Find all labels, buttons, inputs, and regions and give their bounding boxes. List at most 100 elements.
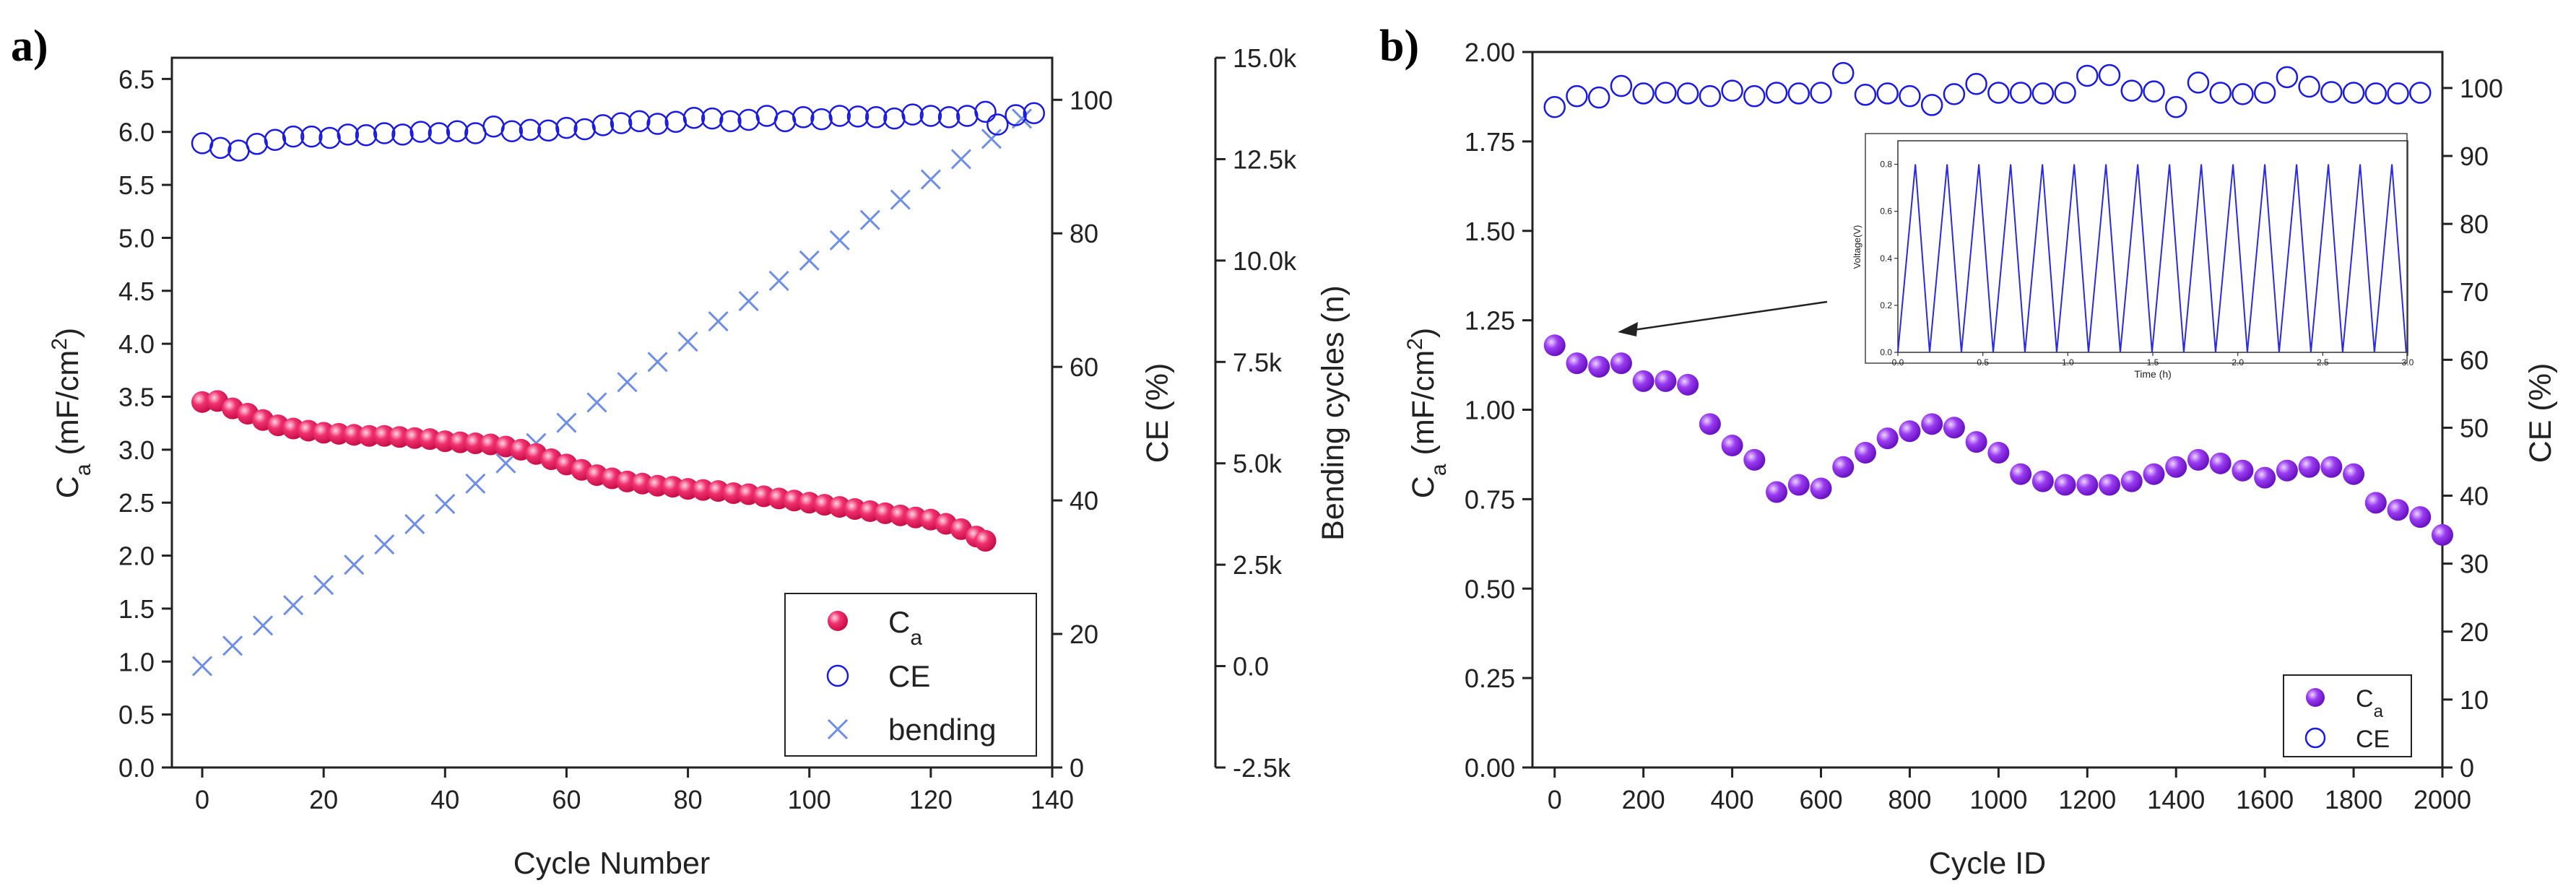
ce-point [1587,86,1610,109]
ca-point [1921,413,1943,435]
ce-point [355,124,378,147]
x-tick-label: 40 [430,785,459,814]
ce-point [610,112,633,134]
bending-point [374,534,395,555]
bending-point [708,311,729,332]
ca-point [2054,474,2076,496]
ca-point [974,530,997,552]
ce-point [864,106,888,129]
panel-b-ca-series [1543,334,2453,546]
bending-point [586,392,607,413]
ce-point [300,125,323,148]
arrow-head [1618,322,1638,336]
ca-point [1943,417,1965,439]
inset-y-tick-label: 0.4 [1880,253,1892,264]
y2-tick-label: 100 [2460,74,2503,103]
bending-point [404,513,425,535]
ce-point [318,126,341,149]
y3-tick-label: 7.5k [1233,347,1283,377]
ce-point [246,133,268,155]
ca-point [1965,431,1987,453]
x-tick-label: 1400 [2147,785,2205,814]
panel-a-legend-ca-marker [828,611,848,631]
ca-point [1987,441,2010,464]
ce-point [2164,95,2187,118]
y2-tick-label: 70 [2460,277,2489,307]
y2-tick-label: 60 [2460,345,2489,375]
ce-point [701,107,724,130]
panel-a-bending-series [191,108,1033,677]
ce-point [209,136,232,160]
ca-point [1899,420,1921,443]
panel-b-y-axis-title: Ca (mF/cm2) [1403,328,1451,498]
ca-point [1810,477,1832,500]
x-tick-label: 800 [1888,785,1931,814]
y2-tick-label: 10 [2460,685,2489,715]
bending-point [222,635,243,656]
ce-point [500,120,524,142]
bending-point [950,149,971,170]
ca-point [2209,452,2232,474]
ce-point [2409,82,2432,104]
ce-point [846,105,869,128]
inset-y-axis-title: Voltage(V) [1852,225,1862,269]
ce-point [464,122,487,144]
ca-point [2232,459,2254,482]
ca-point [2409,506,2432,529]
y2-tick-label: 60 [1070,352,1098,382]
inset-x-axis-title: Time (h) [2134,368,2172,380]
ca-point [2320,456,2343,478]
ce-point [773,110,797,133]
x-tick-label: 1600 [2236,785,2294,814]
x-tick-label: 1000 [1969,785,2027,814]
inset-x-tick-label: 0.0 [1892,357,1904,367]
ce-point [2187,71,2210,94]
ce-point [1943,83,1966,105]
y2-tick-label: 20 [2460,617,2489,647]
ca-point [1876,427,1899,450]
ca-point [2099,474,2121,496]
ca-point [2254,466,2276,489]
y-tick-label: 1.00 [1465,396,1515,425]
bending-point [859,209,880,230]
y3-tick-label: 10.0k [1233,246,1297,276]
bending-point [313,575,334,596]
panel-b-legend-ca-label: Ca [2356,685,2384,721]
bending-point [920,169,941,190]
ce-point [1831,61,1855,84]
inset-x-tick-label: 2.0 [2232,357,2244,367]
y-tick-label: 2.0 [118,541,155,571]
inset-y-tick-label: 0.2 [1880,300,1892,310]
ce-point [264,129,287,151]
y-tick-label: 0.25 [1465,664,1515,693]
ce-point [2120,79,2143,102]
inset-pointer-arrow [1618,300,1828,336]
ca-point [2076,474,2099,496]
x-tick-label: 20 [309,785,338,814]
ca-point [1832,456,1855,478]
ca-point [2343,463,2365,485]
ce-point [1023,102,1046,125]
ce-point [937,106,960,129]
ce-point [2276,66,2299,89]
bending-point [677,331,698,352]
ca-point [2276,459,2298,482]
ce-point [828,105,851,127]
ca-point [1588,356,1610,378]
x-tick-label: 0 [195,785,209,814]
x-tick-label: 1200 [2058,785,2116,814]
panel-a-chart: 0 20 40 60 80 100 120 140 0.0 0.5 1.0 1.5 2.0 2.5 3.0… [48,43,1351,881]
ce-point [1787,82,1810,105]
x-tick-label: 200 [1622,785,1665,814]
y-tick-label: 0.75 [1465,484,1515,514]
ca-point [1787,474,1810,496]
bending-point [829,230,850,251]
panel-a-y3-axis-title: Bending cycles (n) [1316,285,1350,541]
panel-a-y3-ticks: -2.5k 0.0 2.5k 5.0k 7.5k 10.0k 12.5k 15.0k [1215,43,1297,783]
ce-point [2387,82,2409,105]
inset-y-tick-label: 0.8 [1880,160,1892,170]
ce-point [1610,74,1633,97]
ce-point [591,114,615,136]
ce-point [573,118,596,141]
panel-a-legend-ce-label: CE [888,659,930,693]
